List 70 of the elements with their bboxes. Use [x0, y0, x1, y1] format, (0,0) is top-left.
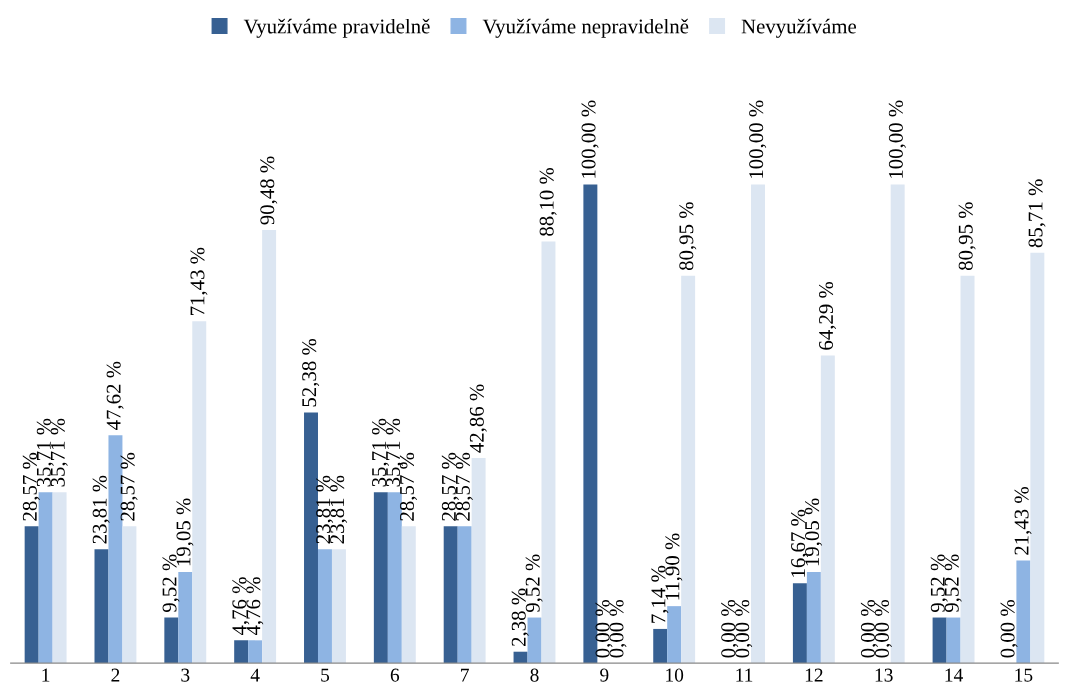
bar — [792, 583, 807, 664]
x-tick-label: 6 — [390, 668, 400, 682]
x-tick-label: 14 — [945, 668, 963, 682]
bar — [24, 526, 39, 664]
data-label: 85,71 % — [1028, 179, 1046, 248]
legend-label: Nevyužíváme — [741, 18, 857, 38]
bar — [164, 617, 179, 664]
data-label: 80,95 % — [958, 202, 976, 271]
data-label: 100,00 % — [749, 100, 767, 178]
x-tick-label: 8 — [530, 668, 539, 682]
legend-label: Využíváme pravidelně — [243, 18, 430, 38]
data-label: 28,57 % — [120, 452, 138, 521]
bar — [960, 275, 975, 664]
bar — [946, 617, 961, 664]
bar — [1030, 252, 1045, 664]
data-label: 0,00 % — [1000, 600, 1018, 658]
data-label: 88,10 % — [539, 167, 557, 236]
bar — [304, 412, 318, 664]
bar — [387, 492, 402, 664]
bar — [38, 492, 53, 664]
bar — [262, 230, 277, 664]
x-tick-label: 3 — [181, 668, 190, 682]
bar — [667, 606, 682, 664]
data-label: 47,62 % — [106, 361, 124, 430]
bar — [890, 184, 905, 664]
bar — [234, 640, 249, 664]
bar — [373, 492, 388, 664]
bar — [527, 617, 542, 664]
bar — [1016, 560, 1031, 664]
data-label: 42,86 % — [469, 384, 487, 453]
x-tick-label: 15 — [1015, 668, 1033, 682]
bar — [331, 549, 346, 664]
bar — [457, 526, 472, 664]
legend-label: Využíváme nepravidelně — [482, 18, 689, 38]
bar — [94, 549, 109, 664]
data-label: 80,95 % — [679, 202, 697, 271]
data-label: 21,43 % — [1014, 487, 1032, 555]
x-tick-label: 11 — [736, 668, 753, 682]
x-tick-label: 5 — [321, 668, 330, 682]
x-tick-label: 10 — [666, 668, 684, 682]
bar — [52, 492, 67, 664]
x-tick-label: 7 — [461, 668, 469, 682]
x-tick-label: 2 — [111, 668, 120, 682]
bar — [317, 549, 332, 664]
bar — [401, 526, 416, 664]
x-tick-label: 9 — [600, 668, 609, 682]
bar — [443, 526, 458, 664]
bar — [122, 526, 137, 664]
data-label: 90,48 % — [260, 156, 278, 225]
x-tick-label: 4 — [250, 668, 260, 682]
bar — [681, 275, 696, 664]
x-tick-label: 1 — [42, 668, 50, 682]
bar — [751, 184, 765, 664]
bar — [541, 241, 556, 664]
data-label: 52,38 % — [302, 338, 320, 407]
x-tick-label: 13 — [875, 668, 893, 682]
bar — [806, 571, 821, 664]
bar — [820, 355, 835, 664]
bar — [471, 457, 486, 664]
data-label: 23,81 % — [92, 475, 110, 544]
bar — [248, 640, 263, 664]
bar — [192, 321, 207, 664]
bar — [932, 617, 947, 664]
data-label: 71,43 % — [190, 247, 208, 316]
data-label: 100,00 % — [581, 100, 599, 178]
bar — [653, 628, 668, 664]
data-label: 64,29 % — [818, 281, 837, 350]
bar — [178, 571, 193, 664]
data-label: 100,00 % — [888, 100, 906, 178]
x-tick-label: 12 — [805, 668, 823, 682]
